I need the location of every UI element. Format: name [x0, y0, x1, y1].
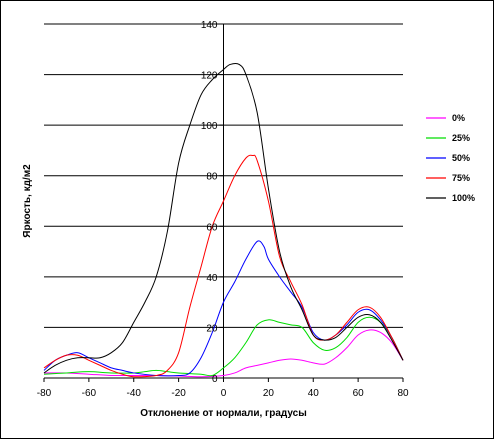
x-tick-label: -80: [37, 388, 52, 399]
y-tick-label: 40: [206, 273, 218, 284]
legend: 0% 25% 50% 75% 100%: [426, 113, 475, 203]
legend-label: 50%: [452, 153, 470, 163]
x-tick-label: 0: [221, 388, 227, 399]
x-tick-label: -20: [171, 388, 186, 399]
y-tick-label: 120: [201, 71, 218, 82]
series-line-100pct: [43, 62, 404, 374]
series-lines: [43, 62, 404, 378]
tick-labels: 0 20 40 60 80 100 120 140 -80 -60 -40 -20 0 20 40 60 80: [37, 20, 409, 399]
y-tick-label: 80: [206, 172, 218, 183]
legend-label: 25%: [452, 133, 470, 143]
series-line-0pct: [43, 329, 404, 378]
y-tick-label: 0: [212, 374, 218, 385]
legend-label: 0%: [452, 113, 465, 123]
series-line-50pct: [43, 240, 404, 377]
y-axis-title: Яркость, кд/м2: [22, 164, 33, 238]
legend-label: 100%: [452, 193, 475, 203]
x-tick-label: -60: [82, 388, 97, 399]
y-tick-label: 60: [206, 222, 218, 233]
x-tick-label: 40: [308, 388, 320, 399]
y-tick-label: 20: [206, 323, 218, 334]
y-tick-label: 140: [201, 20, 218, 31]
axes: [43, 23, 404, 382]
x-tick-label: 20: [263, 388, 275, 399]
series-line-25pct: [43, 316, 404, 377]
x-tick-label: 60: [353, 388, 365, 399]
series-line-75pct: [43, 154, 404, 378]
x-axis-title: Отклонение от нормали, градусы: [140, 408, 307, 419]
legend-label: 75%: [452, 173, 470, 183]
x-tick-label: 80: [397, 388, 409, 399]
x-tick-label: -40: [127, 388, 142, 399]
y-tick-label: 100: [201, 121, 218, 132]
